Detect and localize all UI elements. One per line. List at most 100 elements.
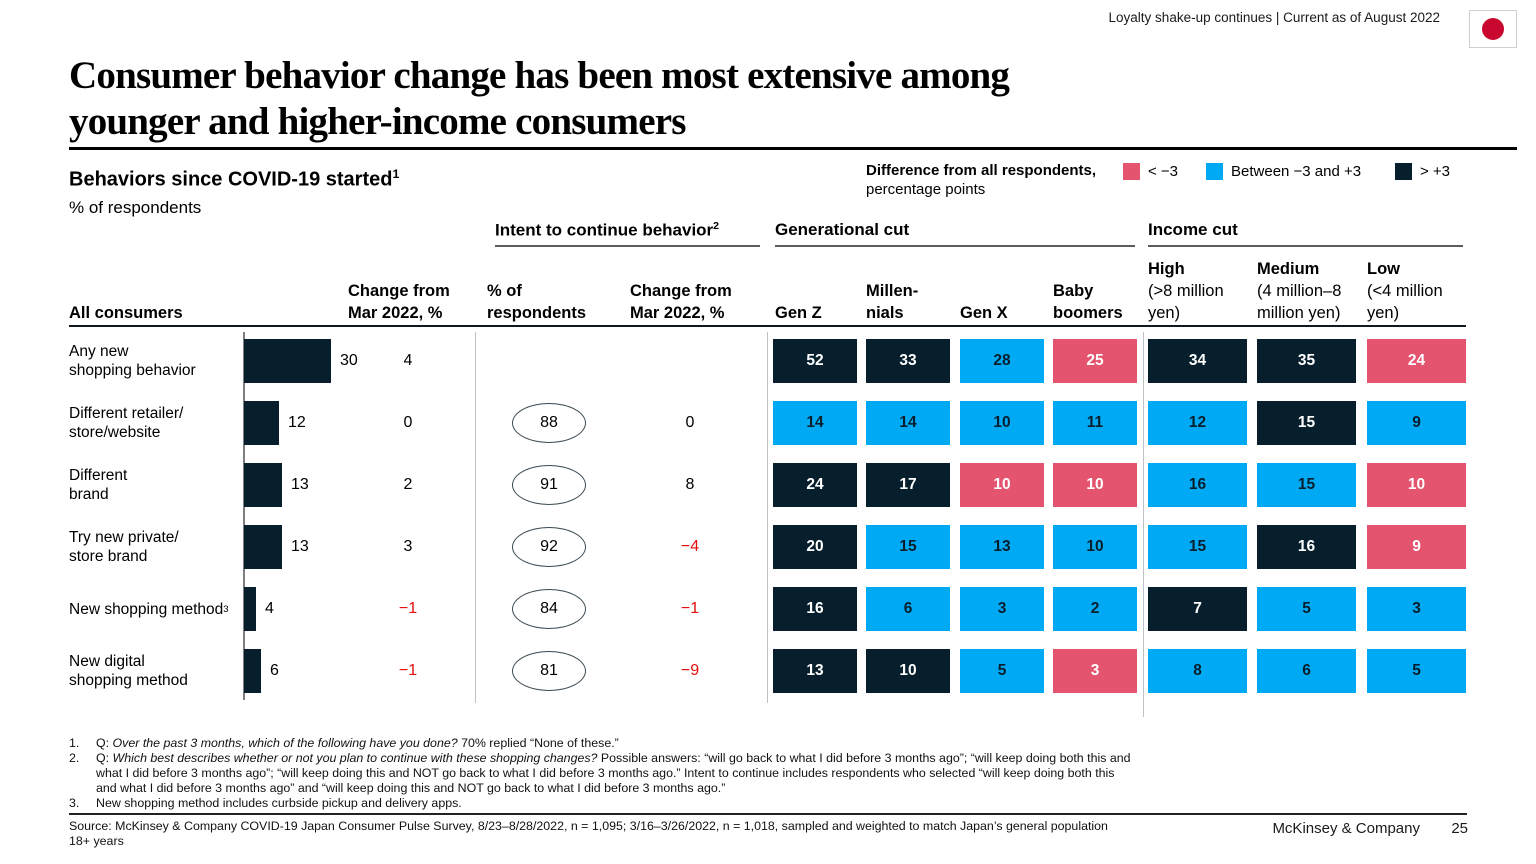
section-divider-3: [1143, 332, 1144, 717]
row-label: Any new shopping behavior: [69, 339, 243, 383]
change-from-mar-value: −1: [398, 662, 418, 679]
heatmap-cell: 5: [960, 649, 1044, 693]
footnote-rest: New shopping method includes curbside pi…: [96, 796, 462, 810]
heatmap-cell: 14: [773, 401, 857, 445]
footnote-text: New shopping method includes curbside pi…: [96, 796, 1131, 811]
income-low-name: Low: [1367, 260, 1400, 278]
heatmap-cell: 10: [866, 649, 950, 693]
heatmap-cell: 16: [773, 587, 857, 631]
column-header-all-consumers: All consumers: [69, 304, 183, 322]
heatmap-cell: 16: [1148, 463, 1247, 507]
footnote-question: Which best describes whether or not you …: [112, 751, 598, 765]
source-text: Source: McKinsey & Company COVID-19 Japa…: [69, 819, 1108, 848]
footnote-number: 3.: [69, 796, 80, 810]
intent-oval: 88: [512, 403, 586, 443]
column-header-baby-boomers: Baby boomers: [1053, 282, 1123, 322]
heatmap-cell: 25: [1053, 339, 1137, 383]
heatmap-cell: 10: [1367, 463, 1466, 507]
footnote: 2. Q: Which best describes whether or not…: [69, 751, 1149, 796]
change-from-mar-value: 4: [403, 352, 413, 369]
bar: [244, 339, 331, 383]
row-label-text: Any new shopping behavior: [69, 343, 196, 379]
source-rule: [69, 813, 1467, 815]
heatmap-cell: 9: [1367, 525, 1466, 569]
heatmap-cell: 2: [1053, 587, 1137, 631]
footer-brand: McKinsey & Company: [1272, 820, 1420, 837]
column-header-income-low: Low (<4 million yen): [1367, 258, 1443, 324]
intent-change-value: 8: [685, 476, 695, 493]
row-label-text: New shopping method: [69, 600, 224, 618]
heatmap-cell: 6: [1257, 649, 1356, 693]
row-label: Try new private/ store brand: [69, 525, 243, 569]
heatmap-cell: 8: [1148, 649, 1247, 693]
column-header-millennials: Millen- nials: [866, 282, 919, 322]
change-from-mar-value: −1: [398, 600, 418, 617]
exhibit-subtitle: % of respondents: [69, 198, 202, 217]
intent-oval: 91: [512, 465, 586, 505]
heatmap-cell: 10: [960, 401, 1044, 445]
heatmap-cell: 14: [866, 401, 950, 445]
footnote-number: 1.: [69, 736, 80, 750]
bar: [244, 587, 256, 631]
heatmap-cell: 17: [866, 463, 950, 507]
footnote-prefix: Q:: [96, 751, 113, 765]
bar-value: 6: [270, 662, 279, 679]
heatmap-cell: 52: [773, 339, 857, 383]
heatmap-cell: 15: [1148, 525, 1247, 569]
legend-item-above: > +3: [1395, 163, 1450, 180]
row-label: Different retailer/ store/website: [69, 401, 243, 445]
heatmap-cell: 10: [960, 463, 1044, 507]
row-label-text: Different retailer/ store/website: [69, 405, 184, 441]
bar: [244, 463, 282, 507]
intent-change-value: 0: [685, 414, 695, 431]
exhibit-title-text: Behaviors since COVID-19 started: [69, 168, 393, 191]
footnote-question: Over the past 3 months, which of the fol…: [112, 736, 458, 750]
income-low-range: (<4 million yen): [1367, 282, 1443, 322]
heatmap-cell: 24: [1367, 339, 1466, 383]
bar: [244, 401, 279, 445]
legend-swatch-mid-icon: [1206, 163, 1223, 180]
column-header-change2: Change from Mar 2022, %: [630, 282, 732, 322]
column-header-change1: Change from Mar 2022, %: [348, 282, 450, 322]
heatmap-cell: 35: [1257, 339, 1356, 383]
intent-change-value: −1: [680, 600, 700, 617]
heatmap-cell: 5: [1367, 649, 1466, 693]
intent-oval: 92: [512, 527, 586, 567]
intent-change-value: −9: [680, 662, 700, 679]
japan-flag-icon: [1469, 10, 1517, 48]
legend-item-below: < −3: [1123, 163, 1178, 180]
column-header-gen-x: Gen X: [960, 304, 1008, 322]
intent-change-value: −4: [680, 538, 700, 555]
change-from-mar-value: 3: [403, 538, 413, 555]
row-label-text: New digital shopping method: [69, 653, 188, 689]
heatmap-cell: 13: [773, 649, 857, 693]
heatmap-cell: 7: [1148, 587, 1247, 631]
heatmap-cell: 33: [866, 339, 950, 383]
column-header-gen-z: Gen Z: [775, 304, 822, 322]
legend-swatch-above-icon: [1395, 163, 1412, 180]
heatmap-cell: 9: [1367, 401, 1466, 445]
footnote: 3. New shopping method includes curbside …: [69, 796, 1149, 811]
heatmap-cell: 3: [1053, 649, 1137, 693]
heatmap-cell: 15: [1257, 463, 1356, 507]
group-header-intent-text: Intent to continue behavior: [495, 220, 714, 240]
heatmap-cell: 28: [960, 339, 1044, 383]
change-from-mar-value: 2: [403, 476, 413, 493]
heatmap-cell: 12: [1148, 401, 1247, 445]
heatmap-cell: 15: [866, 525, 950, 569]
group-header-income: Income cut: [1148, 220, 1463, 247]
legend-title-line2: percentage points: [866, 181, 986, 198]
heatmap-cell: 13: [960, 525, 1044, 569]
bar-value: 30: [340, 352, 358, 369]
heatmap-cell: 20: [773, 525, 857, 569]
heatmap-cell: 16: [1257, 525, 1356, 569]
income-medium-range: (4 million–8 million yen): [1257, 282, 1342, 322]
exhibit-title: Behaviors since COVID-19 started1: [69, 167, 399, 192]
income-high-range: (>8 million yen): [1148, 282, 1224, 322]
heatmap-cell: 6: [866, 587, 950, 631]
section-divider-2: [767, 332, 768, 703]
exhibit-title-footnote-ref: 1: [392, 167, 400, 181]
income-medium-name: Medium: [1257, 260, 1320, 278]
bar-value: 4: [265, 600, 274, 617]
